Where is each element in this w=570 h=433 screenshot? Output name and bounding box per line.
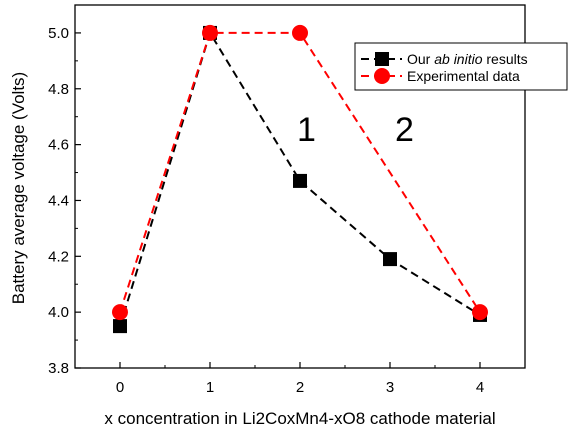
x-axis-title: x concentration in Li2CoxMn4-xO8 cathode…	[104, 409, 495, 428]
legend-marker-circle	[374, 68, 390, 84]
y-tick-label: 4.0	[48, 304, 69, 321]
series-line-2	[119, 31, 481, 313]
data-point-square	[383, 252, 397, 267]
y-axis-title: Battery average voltage (Volts)	[9, 72, 28, 304]
data-point-square	[113, 319, 127, 334]
x-tick-label: 2	[296, 379, 304, 396]
legend-marker-square	[375, 52, 389, 66]
x-tick-label: 1	[206, 379, 214, 396]
y-tick-label: 5.0	[48, 25, 69, 42]
y-tick-label: 4.4	[48, 192, 69, 209]
legend-label-2: Experimental data	[407, 68, 520, 84]
data-point-circle	[202, 24, 218, 41]
series-layer	[112, 24, 488, 334]
data-point-square	[293, 173, 307, 188]
y-tick-label: 4.8	[48, 81, 69, 98]
x-tick-label: 0	[116, 379, 124, 396]
axes: 3.8 4.0 4.2 4.4 4.6 4.8 5.0 0 1 2 3 4	[48, 4, 526, 396]
x-tick-label: 3	[386, 379, 394, 396]
annotation-2: 2	[395, 111, 414, 149]
y-tick-label: 4.6	[48, 137, 69, 154]
data-point-circle	[472, 304, 488, 321]
y-tick-label: 4.2	[48, 248, 69, 265]
x-tick-label: 4	[476, 379, 484, 396]
data-point-circle	[292, 24, 308, 41]
legend-box	[354, 42, 568, 91]
annotation-1: 1	[297, 111, 316, 149]
y-tick-label: 3.8	[48, 360, 69, 377]
legend-label-1: Our ab initio results	[407, 51, 528, 67]
data-point-circle	[112, 304, 128, 321]
